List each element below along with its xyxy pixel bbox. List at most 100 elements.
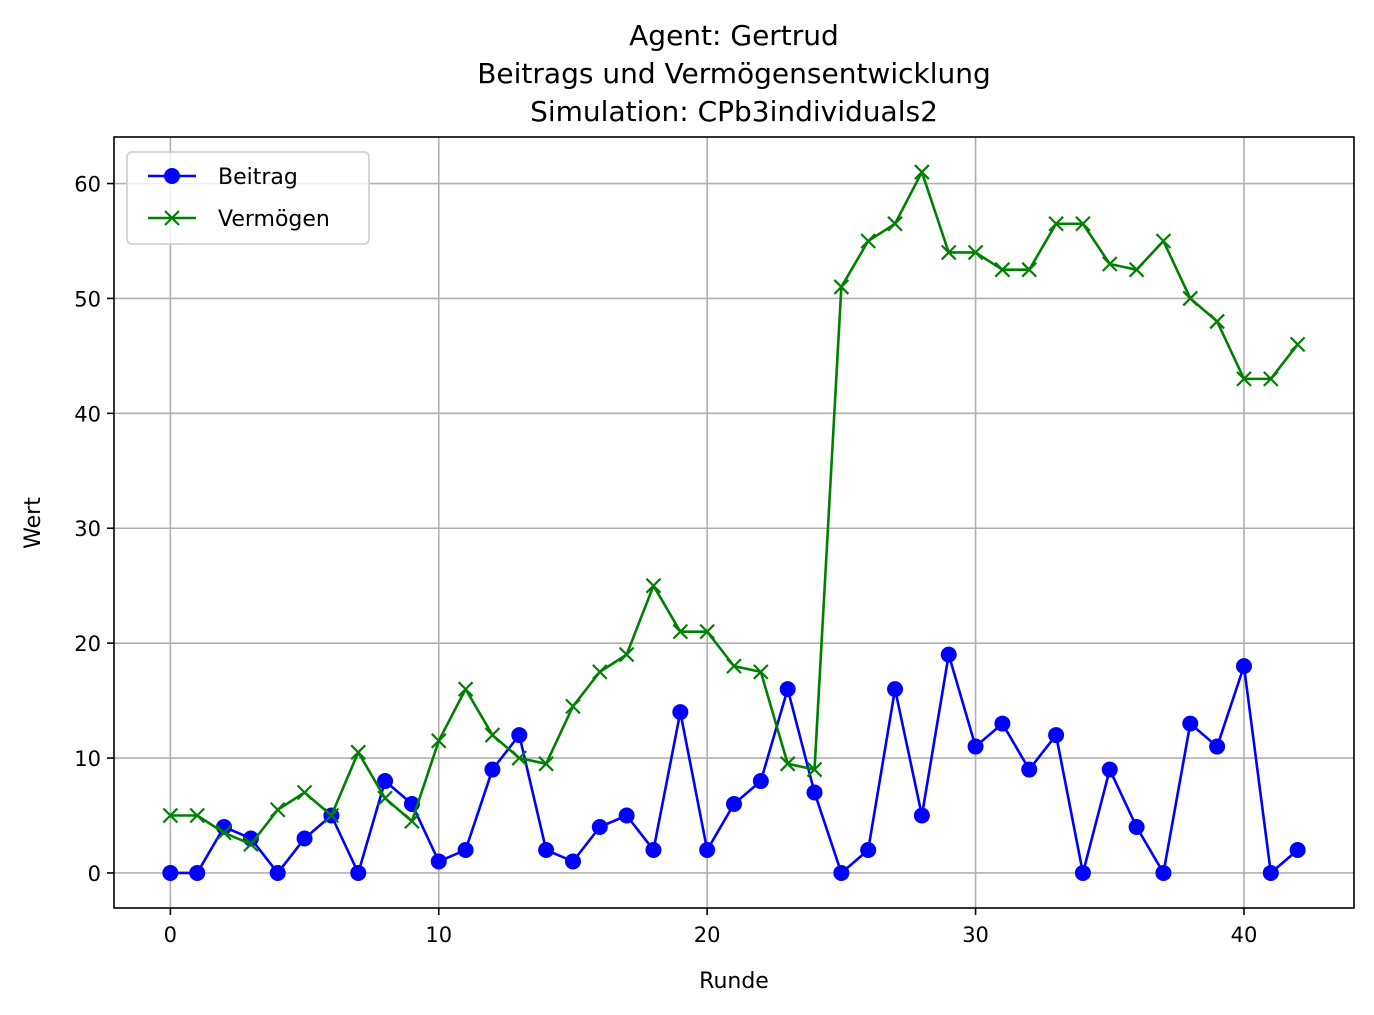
x-tick-label: 10 [425,923,452,947]
data-point-beitrag [591,818,608,835]
y-tick-label: 60 [74,173,101,197]
data-point-vermoegen [967,244,984,261]
data-point-beitrag [967,738,984,755]
data-point-beitrag [1289,841,1306,858]
data-point-beitrag [1209,738,1226,755]
data-point-vermoegen [779,756,796,772]
data-point-beitrag [1074,864,1091,881]
data-point-vermoegen [806,761,823,778]
data-point-vermoegen [1075,215,1091,232]
data-point-beitrag [377,773,394,790]
data-point-beitrag [538,841,555,858]
chart-title-line-3: Simulation: CPb3individuals2 [530,95,938,128]
y-tick-label: 40 [74,402,101,426]
data-point-vermoegen [484,727,501,743]
data-point-beitrag [645,841,662,858]
data-point-beitrag [430,853,447,870]
data-point-beitrag [1021,761,1038,778]
data-point-vermoegen [538,756,554,772]
data-point-beitrag [913,807,930,824]
plot-series [162,164,1306,881]
data-point-vermoegen [1021,261,1038,278]
data-point-vermoegen [162,807,179,824]
data-point-beitrag [833,864,850,881]
data-point-beitrag [699,841,716,858]
data-point-vermoegen [940,244,957,261]
data-point-vermoegen [350,744,367,761]
data-point-beitrag [940,646,957,663]
x-tick-label: 0 [164,923,177,947]
data-point-beitrag [511,727,528,744]
data-point-vermoegen [1048,215,1064,232]
data-point-vermoegen [860,233,876,249]
data-point-beitrag [1182,715,1199,732]
data-point-vermoegen [699,623,715,640]
data-point-beitrag [1155,864,1172,881]
data-point-vermoegen [1128,261,1145,278]
y-tick-label: 50 [74,287,101,311]
data-point-vermoegen [511,750,528,766]
data-point-beitrag [726,796,742,813]
data-point-vermoegen [1263,371,1279,387]
data-point-vermoegen [833,279,850,295]
legend-label-beitrag: Beitrag [218,165,298,190]
y-tick-label: 10 [74,747,101,771]
data-point-vermoegen [1209,313,1225,330]
series-beitrag [162,646,1306,881]
data-point-vermoegen [189,807,205,824]
y-tick-label: 30 [74,517,101,541]
data-point-beitrag [457,841,474,858]
chart-title: Agent: Gertrud Beitrags und Vermögensent… [477,19,991,128]
plot-area-frame [113,136,1355,909]
legend-marker-vermoegen [164,210,180,226]
data-point-beitrag [350,864,367,881]
data-point-vermoegen [1289,336,1306,353]
legend-marker-beitrag [164,168,180,184]
data-point-vermoegen [404,813,420,830]
data-point-beitrag [1048,727,1065,744]
data-point-vermoegen [914,164,930,180]
y-axis-label: Wert [21,497,46,549]
data-point-vermoegen [726,658,742,674]
data-point-vermoegen [672,623,689,640]
data-point-vermoegen [887,215,903,232]
data-point-vermoegen [296,784,313,801]
grid [114,137,1354,908]
data-point-beitrag [994,715,1011,732]
data-point-vermoegen [1236,371,1252,387]
data-point-vermoegen [565,698,581,715]
y-tick-label: 20 [74,632,101,656]
data-point-beitrag [1101,761,1118,778]
data-point-vermoegen [269,801,286,818]
axis-ticks: 0 10 20 30 40 0 10 20 30 40 50 60 [74,173,1257,947]
data-point-vermoegen [377,790,393,807]
data-point-beitrag [752,773,769,790]
data-point-vermoegen [645,577,662,594]
data-point-beitrag [564,853,581,870]
data-point-vermoegen [618,646,635,663]
x-tick-label: 20 [694,923,721,947]
data-point-beitrag [296,830,313,847]
y-tick-label: 0 [88,862,101,886]
data-point-beitrag [1128,818,1145,835]
data-point-vermoegen [1182,290,1199,307]
legend: Beitrag Vermögen [126,151,370,245]
data-point-beitrag [860,841,877,858]
data-point-vermoegen [994,261,1011,278]
x-axis-label: Runde [699,969,769,994]
chart-title-line-2: Beitrags und Vermögensentwicklung [477,57,991,90]
data-point-vermoegen [243,836,259,853]
data-point-vermoegen [430,733,447,749]
data-point-vermoegen [323,807,340,824]
data-point-beitrag [618,807,635,824]
data-point-beitrag [484,761,501,778]
x-tick-label: 40 [1231,923,1258,947]
series-vermoegen [162,164,1306,853]
chart-title-line-1: Agent: Gertrud [629,19,839,52]
data-point-vermoegen [1155,233,1172,249]
data-point-vermoegen [592,664,608,680]
data-point-vermoegen [1101,256,1118,272]
data-point-beitrag [887,681,904,698]
data-point-beitrag [162,864,179,881]
data-point-beitrag [806,784,823,801]
